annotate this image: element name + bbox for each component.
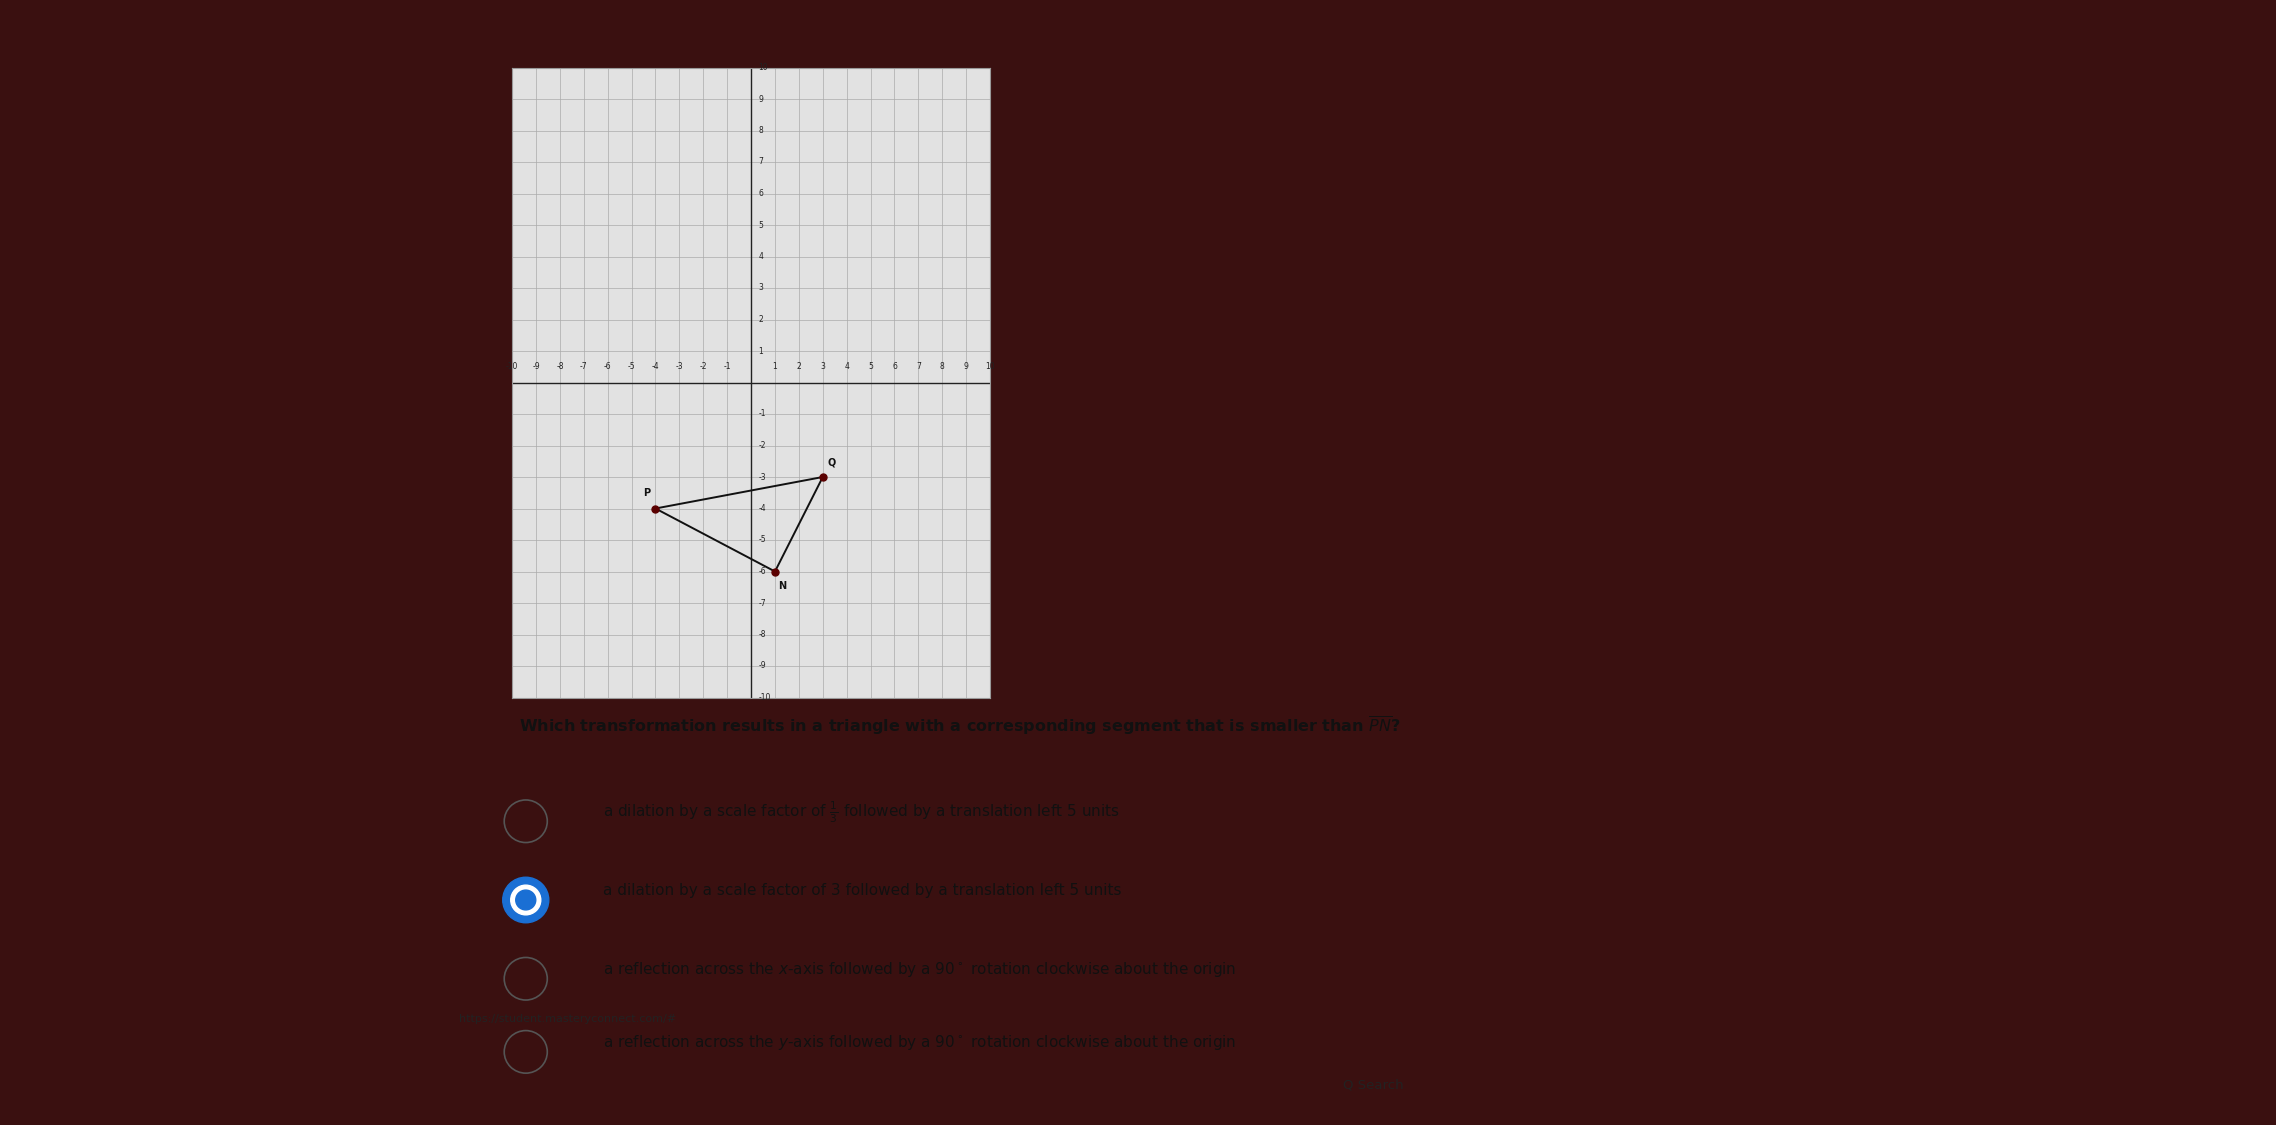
Text: 10: 10 xyxy=(758,63,767,72)
Text: 1: 1 xyxy=(758,346,762,356)
Text: -9: -9 xyxy=(758,662,767,670)
Text: Q: Q xyxy=(828,458,835,468)
Text: 3: 3 xyxy=(819,362,826,371)
Text: 8: 8 xyxy=(758,126,762,135)
Text: -8: -8 xyxy=(555,362,564,371)
Text: -8: -8 xyxy=(758,630,765,639)
Text: https://student.masteryconnect.com/#: https://student.masteryconnect.com/# xyxy=(460,1015,676,1024)
Text: -2: -2 xyxy=(699,362,708,371)
Text: -1: -1 xyxy=(758,410,765,418)
Text: 9: 9 xyxy=(963,362,970,371)
Text: -6: -6 xyxy=(603,362,612,371)
Text: a dilation by a scale factor of $\frac{1}{3}$ followed by a translation left 5 u: a dilation by a scale factor of $\frac{1… xyxy=(603,800,1120,825)
Text: -2: -2 xyxy=(758,441,765,450)
Text: 2: 2 xyxy=(797,362,801,371)
Circle shape xyxy=(503,878,549,922)
Text: -6: -6 xyxy=(758,567,767,576)
Text: -7: -7 xyxy=(758,598,767,608)
Text: 10: 10 xyxy=(986,362,995,371)
Text: -5: -5 xyxy=(758,536,767,544)
Text: a dilation by a scale factor of 3 followed by a translation left 5 units: a dilation by a scale factor of 3 follow… xyxy=(603,883,1122,899)
Text: 3: 3 xyxy=(758,284,762,292)
Text: -1: -1 xyxy=(724,362,731,371)
Text: 6: 6 xyxy=(892,362,897,371)
Text: 2: 2 xyxy=(758,315,762,324)
Text: Q Search: Q Search xyxy=(1343,1079,1404,1091)
Text: -9: -9 xyxy=(533,362,539,371)
Text: 5: 5 xyxy=(758,220,762,229)
Text: 7: 7 xyxy=(758,158,762,166)
Text: 9: 9 xyxy=(758,94,762,104)
Text: 1: 1 xyxy=(772,362,778,371)
Text: -4: -4 xyxy=(758,504,767,513)
Text: -4: -4 xyxy=(651,362,660,371)
Text: a reflection across the $y$-axis followed by a 90$^\circ$ rotation clockwise abo: a reflection across the $y$-axis followe… xyxy=(603,1034,1236,1052)
Text: a reflection across the $x$-axis followed by a 90$^\circ$ rotation clockwise abo: a reflection across the $x$-axis followe… xyxy=(603,961,1236,979)
Text: 5: 5 xyxy=(867,362,874,371)
Text: 4: 4 xyxy=(758,252,762,261)
Text: 7: 7 xyxy=(915,362,922,371)
Text: 6: 6 xyxy=(758,189,762,198)
Text: -7: -7 xyxy=(580,362,587,371)
Text: N: N xyxy=(778,580,787,591)
Text: 4: 4 xyxy=(844,362,849,371)
Text: -3: -3 xyxy=(758,472,767,482)
Circle shape xyxy=(517,890,535,910)
Text: -10: -10 xyxy=(505,362,519,371)
Text: -3: -3 xyxy=(676,362,683,371)
Text: P: P xyxy=(644,488,651,498)
Text: 8: 8 xyxy=(940,362,945,371)
Text: -10: -10 xyxy=(758,693,772,702)
Text: -5: -5 xyxy=(628,362,635,371)
Text: Which transformation results in a triangle with a corresponding segment that is : Which transformation results in a triang… xyxy=(519,714,1400,737)
Circle shape xyxy=(510,885,542,915)
